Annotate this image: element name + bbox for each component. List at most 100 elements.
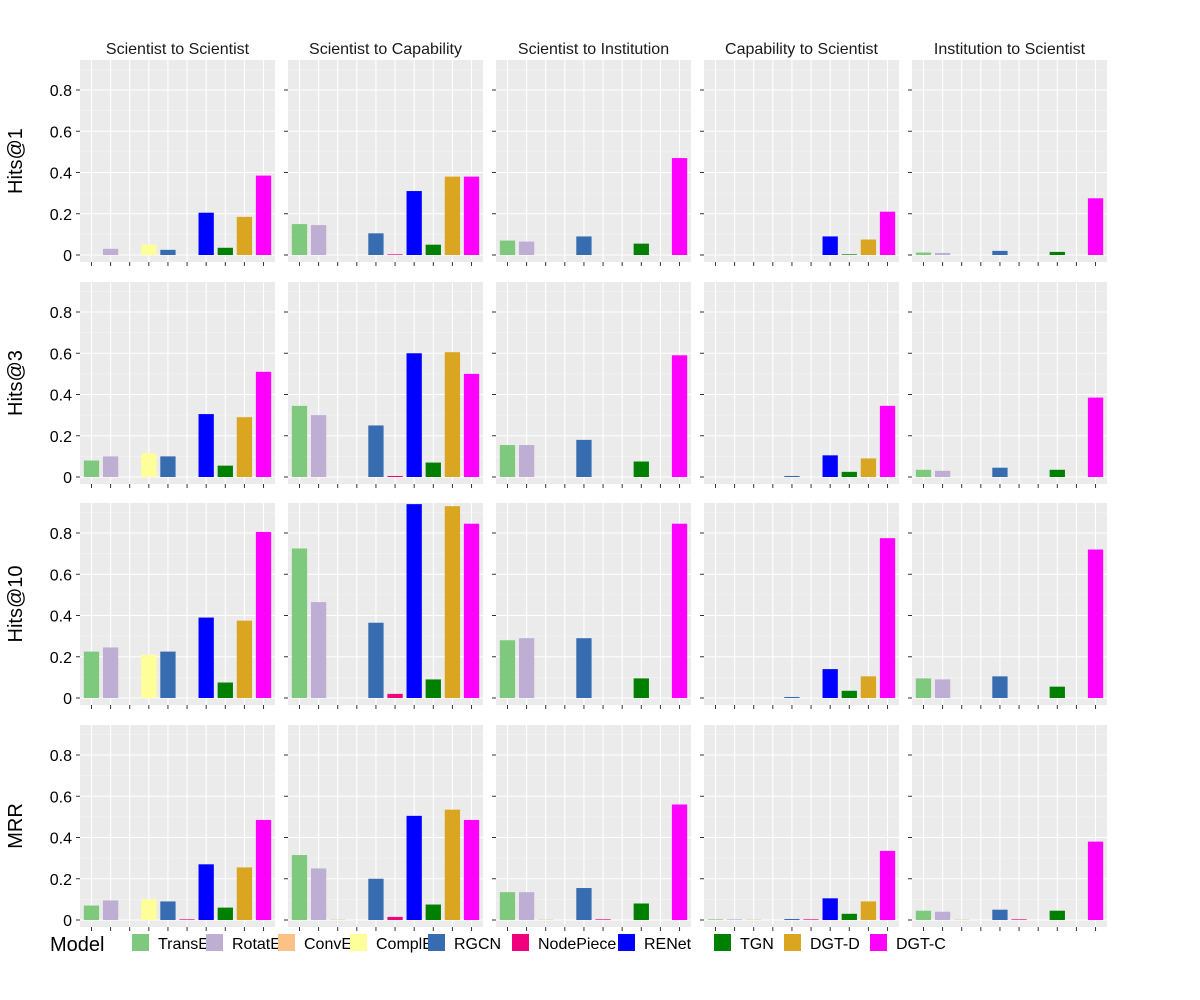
bar-dgt-d — [444, 176, 461, 255]
bar-tgn — [633, 678, 649, 698]
bar-tgn — [841, 471, 857, 477]
bar-rotate — [310, 602, 327, 698]
bar-transe — [291, 548, 308, 698]
bar-tgn — [1049, 469, 1065, 477]
y-tick-label: 0.8 — [50, 305, 72, 322]
bar-tgn — [633, 903, 649, 920]
bar-transe — [83, 905, 100, 920]
legend-label: RENet — [644, 936, 692, 953]
bar-rgcn — [160, 249, 176, 255]
bar-rgcn — [368, 233, 384, 255]
panel-background — [704, 503, 899, 705]
bar-complex — [141, 899, 157, 920]
legend-swatch-complex — [350, 934, 367, 951]
bar-rgcn — [784, 918, 800, 920]
row-axis-label: Hits@3 — [5, 350, 27, 416]
bar-tgn — [841, 254, 857, 255]
panel-background — [496, 60, 691, 262]
bar-nodepiece — [387, 693, 403, 698]
legend-swatch-tgn — [714, 934, 731, 951]
bar-transe — [499, 892, 516, 920]
legend-label: ConvE — [304, 936, 352, 953]
bar-rgcn — [368, 425, 384, 477]
bar-transe — [499, 240, 516, 255]
bar-nodepiece — [1011, 919, 1027, 920]
bar-tgn — [841, 690, 857, 698]
bar-dgt-c — [463, 373, 480, 477]
bar-complex — [141, 453, 157, 477]
legend-label: ComplEx — [376, 936, 441, 953]
legend-swatch-dgt-d — [784, 934, 801, 951]
panel-1-3 — [700, 282, 899, 488]
bar-transe — [915, 678, 932, 698]
bar-nodepiece — [803, 919, 819, 920]
bar-rotate — [518, 241, 535, 255]
y-tick-label: 0 — [63, 691, 72, 708]
bar-rgcn — [784, 696, 800, 698]
y-tick-label: 0.4 — [50, 388, 72, 405]
bar-rotate — [726, 919, 743, 920]
bar-rgcn — [368, 878, 384, 920]
bar-tgn — [1049, 686, 1065, 698]
bar-complex — [141, 244, 157, 255]
bar-rgcn — [576, 236, 592, 255]
bar-tgn — [217, 682, 233, 698]
panel-1-1 — [284, 282, 483, 488]
y-tick-label: 0.2 — [50, 650, 72, 667]
bar-rgcn — [992, 250, 1008, 255]
bar-renet — [822, 455, 838, 477]
bar-tgn — [1049, 251, 1065, 255]
y-tick-label: 0 — [63, 470, 72, 487]
y-tick-label: 0.2 — [50, 207, 72, 224]
bar-renet — [406, 353, 422, 477]
y-tick-label: 0.4 — [50, 609, 72, 626]
bar-rotate — [934, 679, 951, 698]
bar-dgt-d — [860, 676, 877, 698]
panel-background — [912, 503, 1107, 705]
bar-rgcn — [160, 651, 176, 698]
bar-dgt-c — [671, 158, 688, 255]
bar-tgn — [633, 461, 649, 477]
bar-rgcn — [576, 888, 592, 920]
facet-column-label: Capability to Scientist — [725, 41, 879, 58]
panel-2-1 — [284, 503, 483, 709]
panel-0-0 — [76, 60, 275, 266]
bar-dgt-c — [671, 523, 688, 698]
panel-1-2 — [492, 282, 691, 488]
row-axis-label: Hits@1 — [5, 128, 27, 194]
legend-label: RotatE — [232, 936, 281, 953]
bar-nodepiece — [179, 919, 195, 920]
panel-background — [704, 282, 899, 484]
bar-dgt-d — [444, 352, 461, 477]
bar-rotate — [102, 900, 119, 920]
bar-dgt-c — [879, 538, 896, 698]
bar-rotate — [518, 638, 535, 698]
bar-renet — [198, 414, 214, 477]
y-tick-label: 0.2 — [50, 429, 72, 446]
bar-rotate — [518, 892, 535, 920]
bar-tgn — [1049, 910, 1065, 920]
bar-nodepiece — [387, 475, 403, 477]
panel-background — [704, 725, 899, 927]
panel-0-3 — [700, 60, 899, 266]
bar-tgn — [217, 907, 233, 920]
bar-transe — [707, 919, 724, 920]
bar-rotate — [934, 470, 951, 477]
bar-nodepiece — [387, 254, 403, 255]
bar-dgt-c — [255, 175, 272, 255]
bar-rgcn — [992, 467, 1008, 477]
legend-label: RGCN — [454, 936, 501, 953]
bar-rotate — [310, 868, 327, 920]
panel-background — [704, 60, 899, 262]
bar-dgt-c — [255, 371, 272, 477]
y-tick-label: 0.8 — [50, 748, 72, 765]
bar-rotate — [934, 252, 951, 255]
bar-dgt-d — [236, 417, 253, 477]
bar-dgt-c — [1087, 397, 1104, 477]
bar-dgt-c — [1087, 841, 1104, 920]
bar-dgt-d — [444, 809, 461, 920]
bar-transe — [915, 910, 932, 920]
panel-2-3 — [700, 503, 899, 709]
bar-dgt-c — [255, 819, 272, 920]
